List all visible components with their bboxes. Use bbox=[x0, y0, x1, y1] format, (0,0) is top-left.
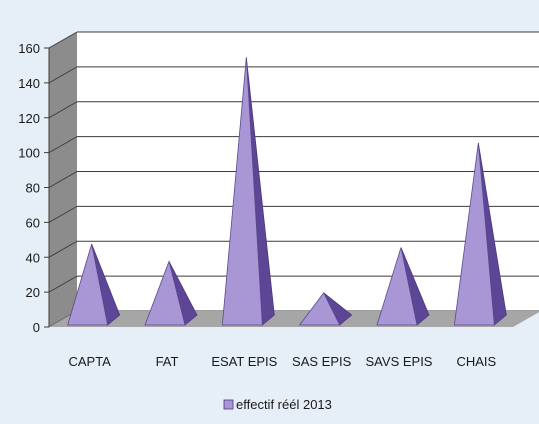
bar-front-face bbox=[221, 57, 263, 326]
x-tick-labels: CAPTA FAT ESAT EPIS SAS EPIS SAVS EPIS CHAIS bbox=[68, 354, 496, 369]
y-tick-label: 0 bbox=[33, 320, 40, 335]
bars bbox=[67, 57, 507, 326]
x-tick-label: FAT bbox=[156, 354, 179, 369]
y-tick-label: 100 bbox=[18, 146, 40, 161]
legend-label: effectif réél 2013 bbox=[236, 397, 332, 412]
bar-front-face bbox=[376, 247, 418, 326]
gridline-side bbox=[48, 101, 78, 119]
gridline-side bbox=[48, 275, 78, 293]
x-tick-label: CAPTA bbox=[68, 354, 111, 369]
x-tick-label: ESAT EPIS bbox=[211, 354, 277, 369]
bar-front-face bbox=[298, 292, 341, 326]
y-tick-label: 60 bbox=[26, 215, 40, 230]
bar-front-face bbox=[67, 243, 109, 326]
legend: effectif réél 2013 bbox=[223, 397, 332, 412]
y-tick-label: 80 bbox=[26, 181, 40, 196]
gridline-side bbox=[48, 240, 78, 258]
x-tick-label: CHAIS bbox=[456, 354, 496, 369]
bar bbox=[298, 292, 353, 326]
y-tick-label: 120 bbox=[18, 111, 40, 126]
bar bbox=[67, 243, 121, 326]
x-tick-label: SAS EPIS bbox=[292, 354, 352, 369]
y-tick-label: 20 bbox=[26, 285, 40, 300]
x-tick-label: SAVS EPIS bbox=[366, 354, 433, 369]
bar bbox=[221, 57, 275, 326]
gridline-side bbox=[48, 205, 78, 223]
y-tick-label: 40 bbox=[26, 250, 40, 265]
y-tick-label: 160 bbox=[18, 41, 40, 56]
bar bbox=[144, 260, 198, 326]
bar-front-face bbox=[144, 260, 186, 326]
y-tick-labels: 0 20 40 60 80 100 120 140 160 bbox=[18, 41, 40, 335]
legend-swatch bbox=[223, 399, 234, 410]
gridline-side bbox=[48, 31, 78, 49]
gridline-side bbox=[48, 136, 78, 154]
bar bbox=[376, 247, 430, 326]
y-tick-label: 140 bbox=[18, 76, 40, 91]
gridline-side bbox=[48, 171, 78, 188]
gridline-side bbox=[48, 66, 78, 84]
bar bbox=[453, 142, 507, 326]
bar-front-face bbox=[453, 142, 495, 326]
